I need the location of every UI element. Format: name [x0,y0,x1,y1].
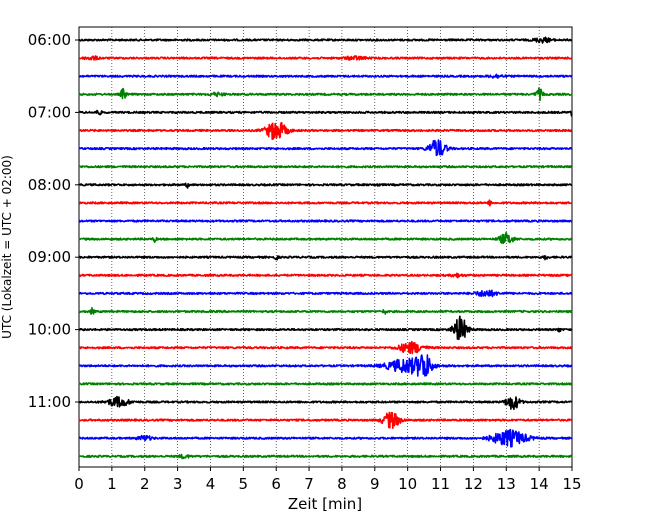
x-tick-label: 5 [239,475,249,493]
trace-row [78,109,573,117]
trace-row [78,255,573,261]
x-tick-label: 8 [337,475,347,493]
x-tick-label: 15 [562,475,581,493]
trace-row [78,199,573,207]
x-tick-label: 12 [464,475,483,493]
trace-row [78,165,573,169]
trace-row [78,428,573,448]
y-tick-label: 07:00 [28,103,71,121]
x-tick-label: 6 [271,475,281,493]
trace-row [78,272,573,279]
trace-row [78,36,573,44]
x-tick-label: 4 [206,475,216,493]
x-tick-label: 13 [497,475,516,493]
x-tick-label: 11 [431,475,450,493]
x-tick-label: 2 [140,475,150,493]
trace-row [78,354,573,377]
trace-row [78,121,573,140]
trace-row [78,315,573,341]
y-axis-ticks: 06:00 07:00 08:00 09:00 10:00 11:00 [28,31,79,411]
x-tick-label: 14 [530,475,549,493]
x-tick-label: 9 [370,475,380,493]
x-tick-label: 7 [304,475,314,493]
trace-row [78,73,573,79]
trace-row [78,87,573,102]
y-tick-label: 06:00 [28,31,71,49]
trace-row [78,182,573,189]
trace-row [78,289,573,298]
x-axis-ticks: 0 1 2 3 4 5 6 7 8 9 10 11 12 13 14 15 [74,467,582,493]
y-axis-label: UTC (Lokalzeit = UTC + 02:00) [0,155,14,339]
trace-row [78,453,573,460]
y-tick-label: 09:00 [28,248,71,266]
seismogram-traces [78,36,573,460]
x-tick-label: 0 [74,475,84,493]
y-tick-label: 11:00 [28,393,71,411]
trace-row [78,395,573,411]
y-tick-label: 08:00 [28,176,71,194]
trace-row [78,55,573,61]
plot-frame [78,26,573,468]
x-axis-label: Zeit [min] [288,495,362,513]
trace-row [78,307,573,315]
trace-row [78,232,573,244]
y-tick-label: 10:00 [28,321,71,339]
trace-row [78,219,573,223]
trace-row [78,340,573,355]
x-tick-label: 10 [398,475,417,493]
trace-row [78,139,573,157]
trace-row [78,411,573,429]
minute-gridlines [111,27,540,467]
x-tick-label: 1 [107,475,117,493]
x-tick-label: 3 [173,475,183,493]
trace-row [78,382,573,386]
